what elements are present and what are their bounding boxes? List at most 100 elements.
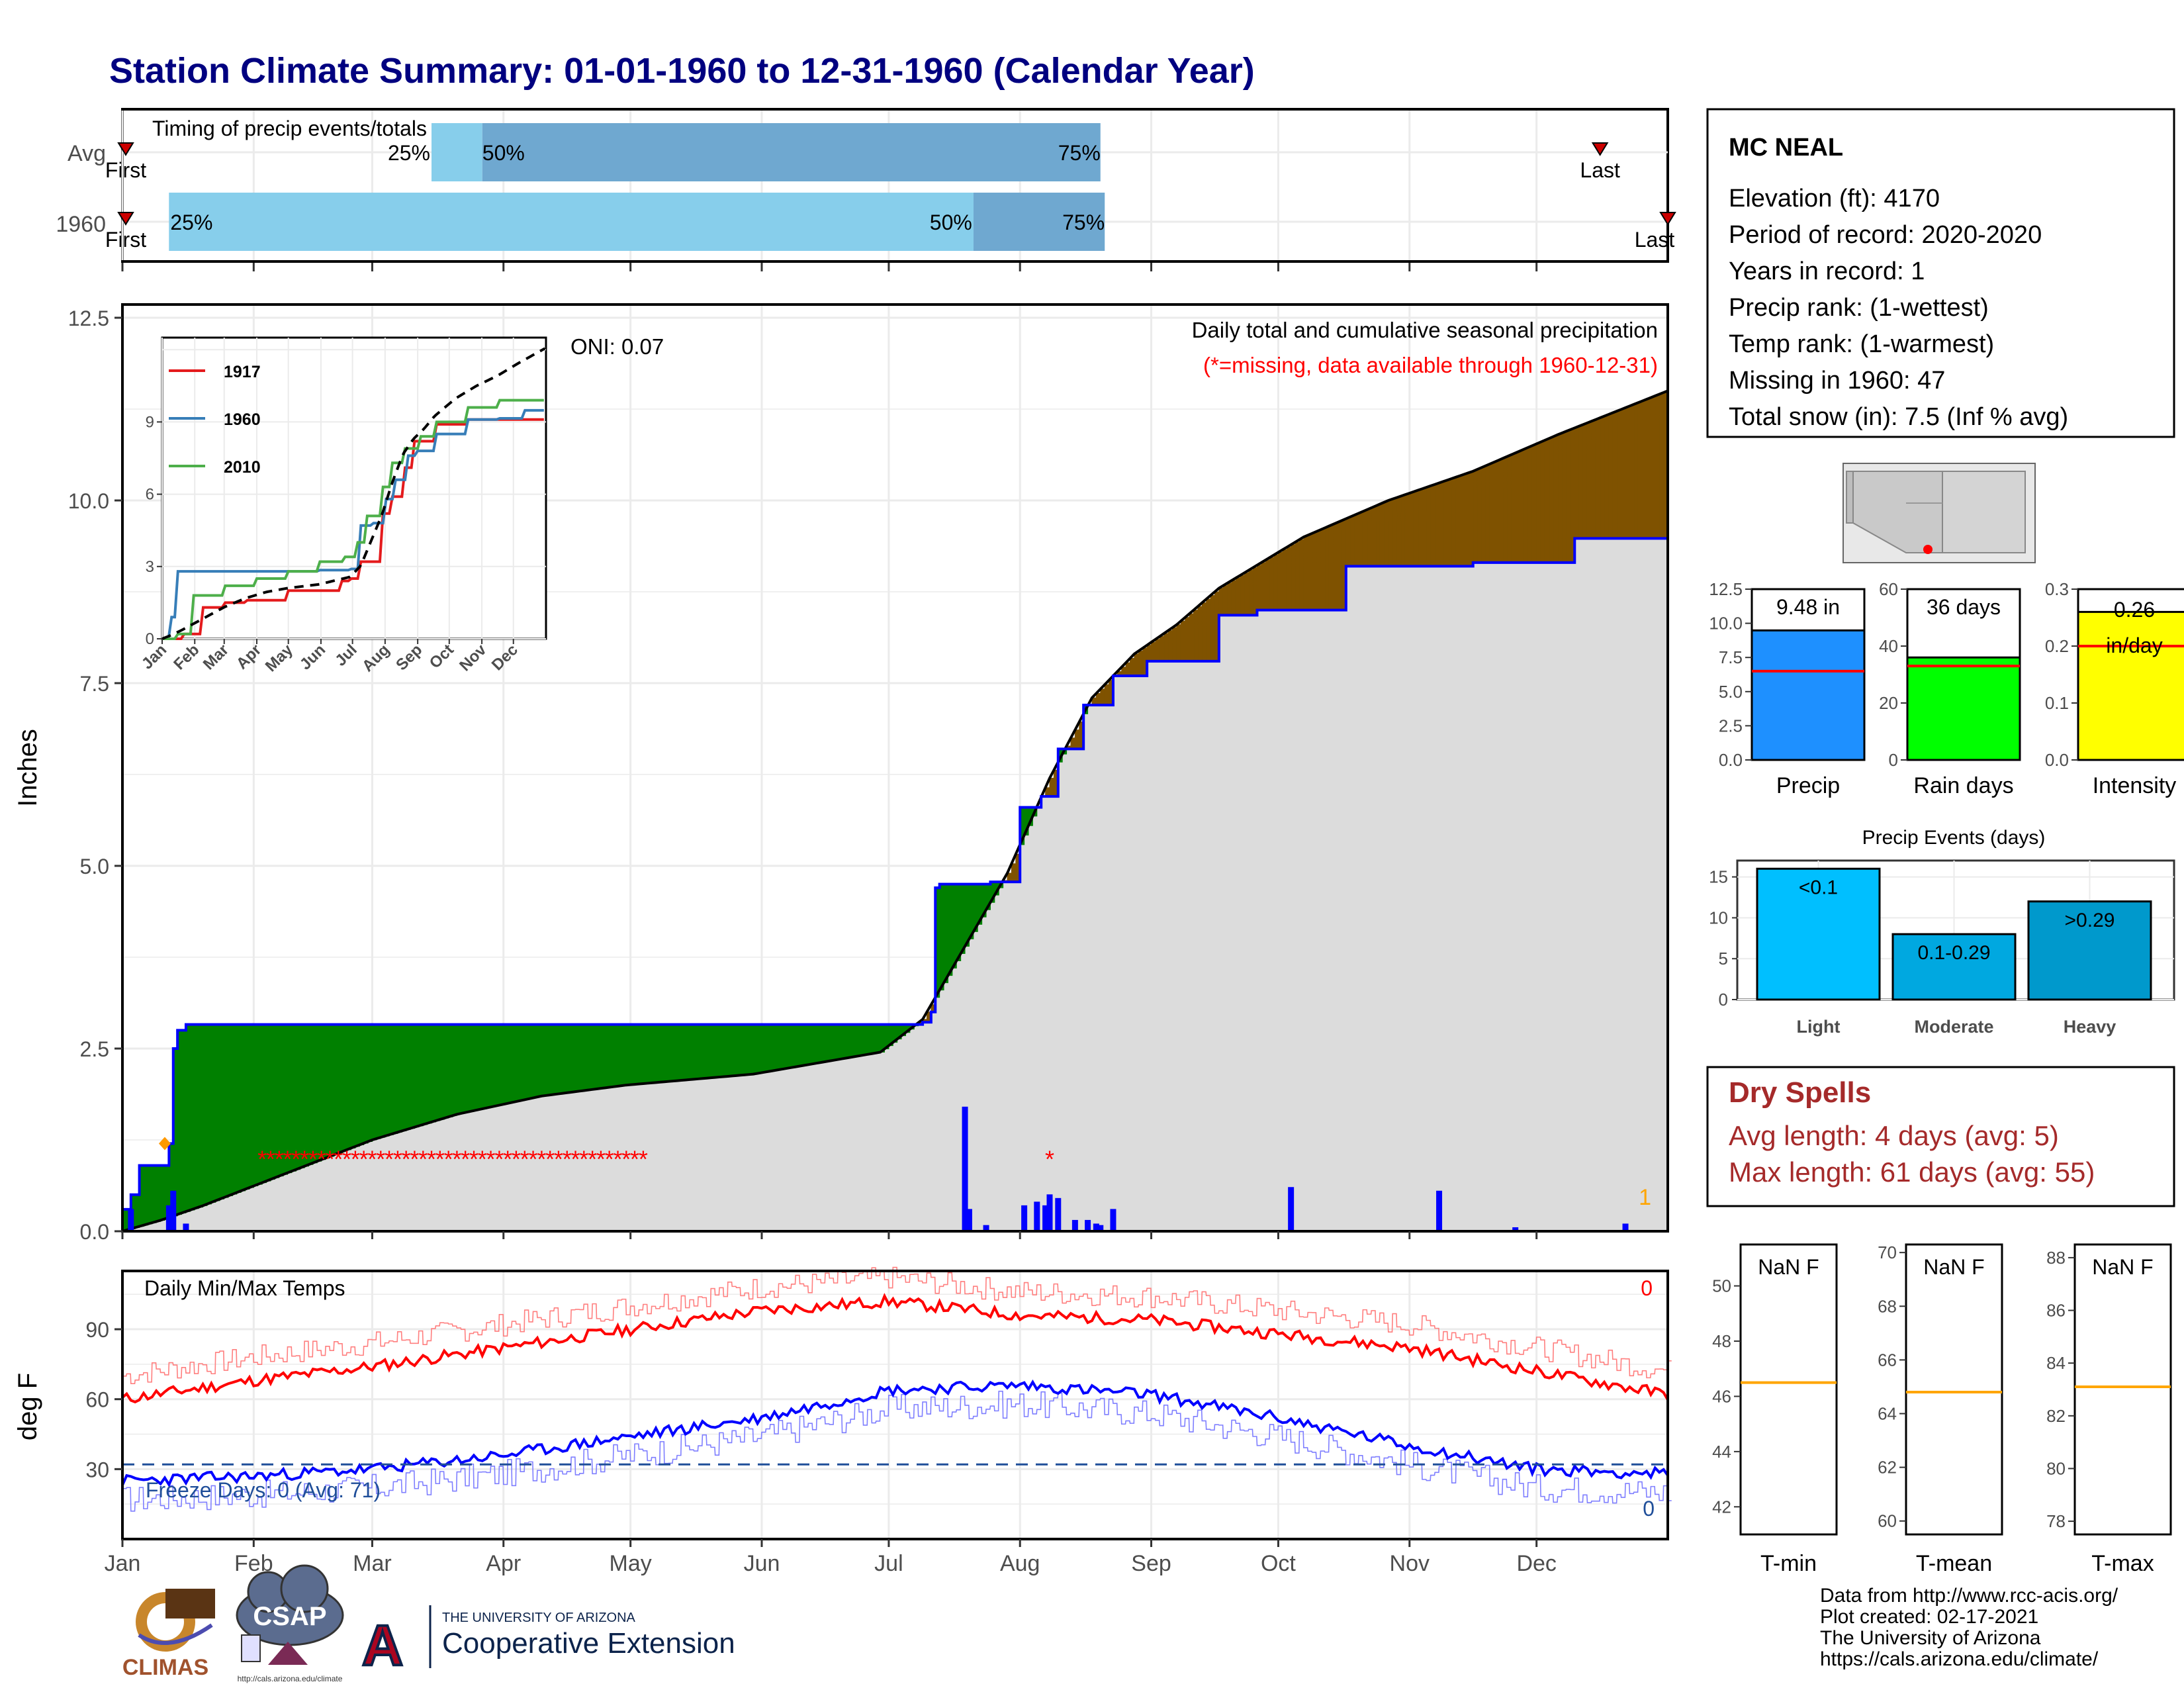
- missing-data-marker: *: [257, 1146, 267, 1173]
- climas-logo: CLIMAS: [122, 1589, 215, 1680]
- year-cumulative-line: [122, 537, 1668, 1211]
- ua-block-a-logo: A: [362, 1614, 403, 1677]
- mini-bar-fill: [1751, 629, 1866, 761]
- precip-events-bar-inner: 0.1-0.29: [1917, 942, 1990, 964]
- timing-bar-25-50: [432, 123, 482, 181]
- station-name: MC NEAL: [1729, 134, 1843, 162]
- missing-count: 1: [1639, 1185, 1651, 1210]
- temp-mini-ytick-label: 86: [2046, 1301, 2066, 1321]
- missing-data-marker: *: [342, 1146, 351, 1173]
- ua-main-text: Cooperative Extension: [442, 1627, 735, 1660]
- missing-data-marker: *: [367, 1146, 377, 1173]
- temp-mini-t-min: NaN F 42 44 46 48 50 T-min: [1712, 1243, 1838, 1576]
- mini-chart-rain-days: 36 days 0 20 40 60 Rain days: [1879, 579, 2021, 798]
- mini-bar-ytick-label: 12.5: [1709, 579, 1743, 599]
- dry-spells-box: Dry Spells Avg length: 4 days (avg: 5) M…: [1706, 1066, 2175, 1207]
- mini-bar-ytick-label: 10.0: [1709, 614, 1743, 633]
- timing-row-label-avg: Avg: [68, 141, 106, 166]
- month-label-mar: Mar: [353, 1551, 392, 1576]
- timing-label-75: 75%: [1062, 211, 1105, 234]
- precip-events-bar-label: Moderate: [1914, 1017, 1993, 1037]
- missing-data-marker: *: [579, 1146, 588, 1173]
- mini-chart-intensity: 0.26 in/day 0.0 0.1 0.2 0.3 Intensity: [2045, 579, 2184, 798]
- temp-mini-ytick-label: 70: [1878, 1243, 1897, 1262]
- timing-label-25: 25%: [170, 211, 212, 234]
- precip-events-bar-moderate: [1891, 933, 2017, 1001]
- temp-mini-ytick-label: 66: [1878, 1350, 1897, 1370]
- timing-label-75: 75%: [1058, 141, 1101, 165]
- precip-events-bar-light: [1756, 867, 1881, 1001]
- last-event-marker: [1591, 142, 1609, 156]
- temp-max-count: 0: [1641, 1276, 1653, 1300]
- temp-mini-ytick-label: 88: [2046, 1248, 2066, 1268]
- precip-ytick-label: 2.5: [80, 1037, 109, 1061]
- temp-panel: 30 60 90 deg F Daily Min/Max Temps 0 Freez…: [13, 1266, 1672, 1576]
- avg-max-temp-line: [121, 1293, 1669, 1404]
- missing-data-marker: *: [308, 1146, 318, 1173]
- missing-data-marker: *: [351, 1146, 360, 1173]
- daily-precip-bar: [170, 1190, 177, 1232]
- missing-data-marker: *: [621, 1146, 631, 1173]
- dry-spells-avg: Avg length: 4 days (avg: 5): [1729, 1120, 2059, 1151]
- mini-bar-label: Intensity: [2093, 773, 2177, 798]
- missing-data-marker: *: [494, 1146, 504, 1173]
- missing-data-marker: *: [283, 1146, 292, 1173]
- mini-bar-ytick-label: 2.5: [1719, 716, 1743, 735]
- missing-data-marker: *: [630, 1146, 639, 1173]
- missing-data-marker: *: [402, 1146, 411, 1173]
- temp-mini-t-max: NaN F 78 80 82 84 86 88 T-max: [2046, 1243, 2172, 1576]
- freeze-days-text: Freeze Days: 0 (Avg: 71): [146, 1478, 381, 1502]
- mini-bar-fill: [1906, 656, 2021, 761]
- daily-precip-bar: [1110, 1209, 1116, 1232]
- timing-label-50: 50%: [482, 141, 525, 165]
- month-label-aug: Aug: [1000, 1551, 1040, 1576]
- credit-line-4: https://cals.arizona.edu/climate/: [1820, 1648, 2099, 1670]
- missing-data-marker: *: [554, 1146, 563, 1173]
- daily-precip-bar: [1055, 1197, 1062, 1232]
- temp-mini-ytick-label: 62: [1878, 1458, 1897, 1477]
- missing-data-marker: *: [418, 1146, 428, 1173]
- mini-bar-ytick-label: 0.3: [2045, 579, 2069, 599]
- temp-mini-ytick-label: 50: [1712, 1276, 1731, 1296]
- missing-data-marker: *: [486, 1146, 496, 1173]
- daily-precip-bar: [1021, 1205, 1028, 1232]
- mini-bar-value: 0.26: [2114, 598, 2155, 622]
- missing-data-marker: *: [478, 1146, 487, 1173]
- timing-label-50: 50%: [930, 211, 972, 234]
- timing-panel: 25% 50% 75% First Last 25% 50% 75% First Last Tim…: [56, 108, 1676, 271]
- csap-logo: CSAP http://cals.arizona.edu/climate: [236, 1564, 344, 1683]
- temp-mini-ytick-label: 68: [1878, 1296, 1897, 1316]
- missing-data-marker: *: [588, 1146, 597, 1173]
- missing-data-marker: *: [613, 1146, 622, 1173]
- mini-bar-ytick-label: 40: [1879, 636, 1898, 656]
- inset-series-2010: [162, 399, 544, 640]
- temp-mini-ytick-label: 64: [1878, 1404, 1897, 1424]
- credit-line-1: Data from http://www.rcc-acis.org/: [1820, 1585, 2118, 1607]
- temp-ytick-label: 30: [85, 1458, 109, 1481]
- mini-bar-label: Precip: [1776, 773, 1840, 798]
- month-label-jul: Jul: [874, 1551, 903, 1576]
- ua-coop-extension-logo: A THE UNIVERSITY OF ARIZONA Cooperative …: [361, 1605, 735, 1679]
- daily-precip-bar: [128, 1209, 134, 1232]
- dry-spells-max: Max length: 61 days (avg: 55): [1729, 1156, 2095, 1188]
- precip-ylabel: Inches: [13, 729, 42, 807]
- temp-mini-ytick-label: 48: [1712, 1331, 1731, 1351]
- daily-precip-bar: [1046, 1194, 1053, 1232]
- cumulative-normal-area: [122, 538, 1668, 1232]
- timing-bar-50-75-dark: [973, 193, 1105, 251]
- avg-min-temp-line: [121, 1380, 1669, 1488]
- station-line-years: Years in record: 1: [1729, 258, 1925, 285]
- missing-data-marker: *: [605, 1146, 614, 1173]
- missing-data-marker: *: [334, 1146, 343, 1173]
- precip-ytick-label: 0.0: [80, 1220, 109, 1244]
- climas-wordmark: CLIMAS: [122, 1655, 208, 1680]
- first-event-marker: [117, 212, 134, 226]
- station-info-box: MC NEAL Elevation (ft): 4170 Period of r…: [1706, 108, 2175, 438]
- temp-ylabel: deg F: [13, 1373, 42, 1440]
- station-line-missing: Missing in 1960: 47: [1729, 367, 1945, 395]
- oni-text: ONI: 0.07: [570, 334, 664, 359]
- daily-precip-bar: [966, 1209, 972, 1232]
- last-event-marker: [1659, 212, 1676, 226]
- inset-ytick-label: 9: [146, 413, 154, 431]
